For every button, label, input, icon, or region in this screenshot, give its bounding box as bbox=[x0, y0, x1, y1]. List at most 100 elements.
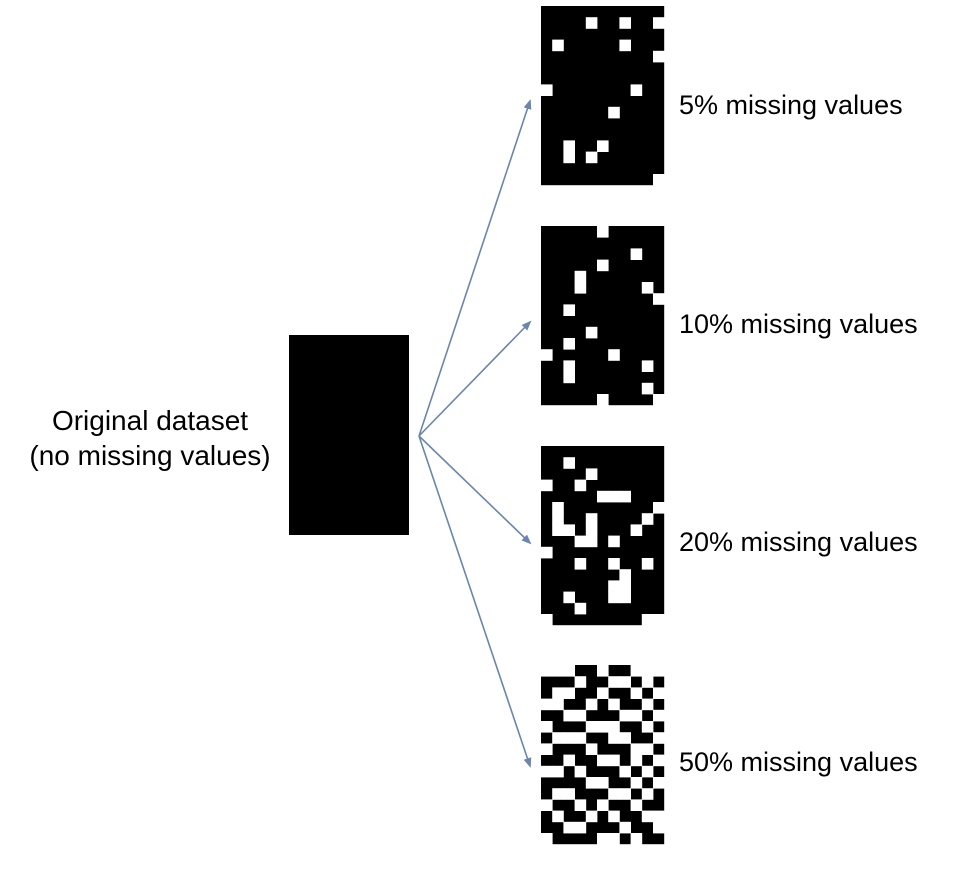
missing-value-cell bbox=[608, 676, 620, 688]
missing-grid-panel bbox=[541, 665, 665, 845]
missing-value-cell bbox=[597, 394, 609, 406]
missing-value-cell bbox=[608, 754, 620, 767]
missing-value-cell bbox=[608, 721, 620, 733]
missing-value-cell bbox=[541, 614, 553, 626]
missing-value-cell bbox=[597, 777, 609, 789]
missing-value-cell bbox=[563, 732, 575, 744]
missing-value-cell bbox=[641, 513, 654, 525]
missing-value-cell bbox=[541, 765, 553, 778]
missing-value-cell bbox=[563, 524, 575, 536]
missing-value-cell bbox=[563, 151, 575, 164]
missing-value-cell bbox=[653, 614, 665, 626]
missing-value-cell bbox=[619, 788, 631, 800]
missing-value-cell bbox=[641, 765, 654, 778]
missing-value-cell bbox=[653, 777, 665, 789]
missing-value-cell bbox=[608, 558, 620, 570]
panel-label-10-percent: 10% missing values bbox=[679, 309, 918, 339]
missing-value-cell bbox=[653, 821, 665, 834]
missing-value-cell bbox=[585, 698, 598, 711]
missing-value-cell bbox=[619, 591, 631, 604]
missing-value-cell bbox=[563, 788, 575, 800]
missing-value-cell bbox=[608, 580, 620, 592]
missing-value-cell bbox=[563, 360, 575, 372]
missing-value-cell bbox=[608, 788, 620, 800]
missing-value-cell bbox=[574, 282, 587, 294]
missing-value-cell bbox=[563, 687, 575, 699]
missing-value-cell bbox=[653, 174, 665, 186]
missing-value-cell bbox=[541, 84, 553, 96]
missing-value-cell bbox=[574, 676, 587, 688]
missing-value-cell bbox=[563, 591, 575, 604]
missing-value-cell bbox=[585, 721, 598, 733]
missing-value-cell bbox=[585, 513, 598, 525]
missing-value-cell bbox=[653, 665, 665, 677]
missing-value-cell bbox=[585, 151, 598, 164]
missing-value-cell bbox=[574, 479, 587, 492]
missing-value-cell bbox=[541, 349, 553, 361]
missing-value-cell bbox=[619, 17, 631, 29]
missing-value-cell bbox=[641, 676, 654, 688]
missing-value-cell bbox=[619, 580, 631, 592]
arrow bbox=[418, 435, 532, 545]
missing-value-cell bbox=[608, 535, 620, 548]
missing-value-cell bbox=[641, 282, 654, 294]
missing-value-cell bbox=[597, 665, 609, 677]
missing-value-cell bbox=[653, 17, 665, 29]
missing-value-cell bbox=[541, 665, 553, 677]
missing-value-cell bbox=[630, 754, 643, 767]
missing-value-cell bbox=[585, 326, 598, 339]
missing-value-cell bbox=[552, 502, 564, 514]
missing-value-cell bbox=[608, 698, 620, 711]
missing-grid-panel bbox=[541, 226, 665, 406]
original-dataset-sublabel: (no missing values) bbox=[29, 440, 271, 471]
missing-value-cell bbox=[552, 524, 564, 536]
missing-value-cell bbox=[608, 833, 620, 845]
missing-value-cell bbox=[619, 765, 631, 778]
missing-value-cell bbox=[641, 614, 654, 626]
missing-value-cell bbox=[630, 799, 643, 811]
missing-value-cell bbox=[541, 721, 553, 733]
missing-value-cell bbox=[630, 743, 643, 755]
missing-value-cell bbox=[552, 765, 564, 778]
missing-value-cell bbox=[653, 810, 665, 823]
missing-value-cell bbox=[574, 558, 587, 570]
original-dataset-label: Original dataset bbox=[51, 405, 249, 436]
missing-value-cell bbox=[619, 39, 631, 52]
dataset-grid-background bbox=[541, 226, 665, 406]
missing-value-cell bbox=[597, 490, 609, 503]
missing-value-cell bbox=[552, 665, 564, 677]
missing-value-cell bbox=[619, 676, 631, 688]
missing-grid-panel bbox=[541, 6, 665, 186]
missing-value-cell bbox=[541, 479, 553, 492]
missing-value-cell bbox=[608, 810, 620, 823]
missing-value-cell bbox=[574, 709, 587, 722]
missing-value-cell bbox=[563, 338, 575, 350]
missing-value-cell bbox=[608, 349, 620, 361]
missing-value-cell bbox=[585, 524, 598, 536]
missing-value-cell bbox=[597, 140, 609, 152]
missing-value-cell bbox=[641, 558, 654, 570]
missing-value-cell bbox=[641, 665, 654, 677]
arrow bbox=[418, 435, 532, 768]
missing-value-cell bbox=[552, 810, 564, 823]
missing-value-cell bbox=[552, 687, 564, 699]
missing-value-cell bbox=[619, 732, 631, 744]
missing-value-cell bbox=[608, 732, 620, 744]
missing-value-cell bbox=[653, 687, 665, 699]
missing-value-cell bbox=[563, 665, 575, 677]
missing-value-cell bbox=[552, 39, 564, 52]
missing-value-cell bbox=[630, 248, 643, 260]
missing-value-cell bbox=[563, 304, 575, 316]
missing-value-cell bbox=[641, 698, 654, 711]
missing-value-cell bbox=[563, 709, 575, 722]
panel-label-50-percent: 50% missing values bbox=[679, 747, 918, 777]
missing-value-cell bbox=[563, 821, 575, 834]
missing-value-cell bbox=[597, 687, 609, 699]
missing-value-cell bbox=[541, 743, 553, 755]
missing-value-cell bbox=[585, 777, 598, 789]
missing-value-cell bbox=[641, 810, 654, 823]
missing-value-cell bbox=[630, 687, 643, 699]
missing-value-cell bbox=[619, 821, 631, 834]
missing-value-cell bbox=[552, 513, 564, 525]
